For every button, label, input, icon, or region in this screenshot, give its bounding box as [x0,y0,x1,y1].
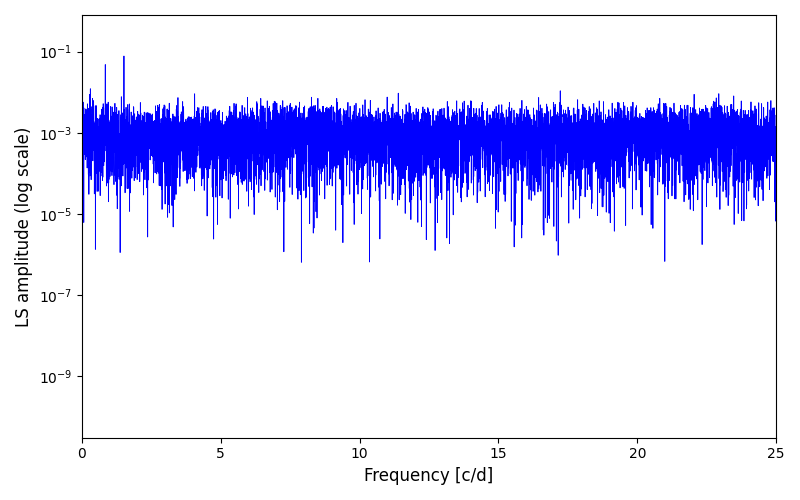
Y-axis label: LS amplitude (log scale): LS amplitude (log scale) [15,126,33,326]
X-axis label: Frequency [c/d]: Frequency [c/d] [364,467,494,485]
